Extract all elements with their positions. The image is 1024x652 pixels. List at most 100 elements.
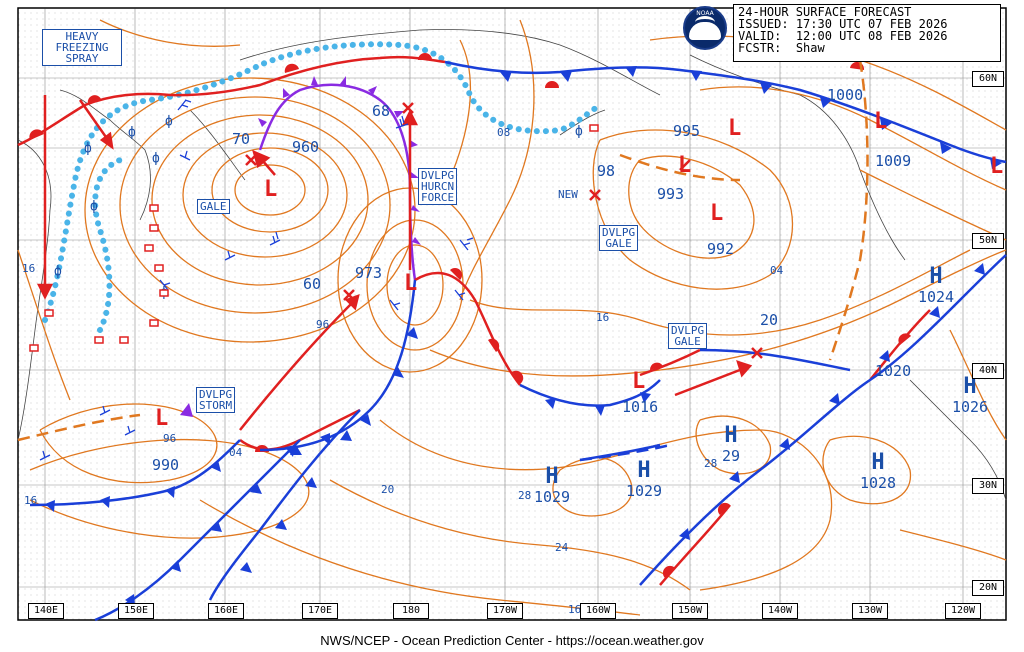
x-marker-label-98: 98 bbox=[597, 162, 616, 180]
high-letter: H bbox=[963, 374, 977, 399]
isobar-label: 16 bbox=[596, 311, 610, 324]
low-pressure-960: 960 bbox=[292, 138, 320, 156]
svg-text:L: L bbox=[990, 154, 1003, 179]
high-pressure-value: 1028 bbox=[859, 474, 897, 492]
svg-text:L: L bbox=[632, 369, 645, 394]
forecaster-label: FCSTR: bbox=[738, 41, 782, 55]
forecast-header: 24-HOUR SURFACE FORECAST ISSUED: 17:30 U… bbox=[733, 4, 1001, 62]
low-pressure-1009: 1009 bbox=[875, 152, 912, 170]
longitude-label: 170W bbox=[487, 603, 523, 619]
noaa-wave-icon bbox=[689, 22, 721, 40]
isobar-label: 28 bbox=[518, 489, 532, 502]
dvlpg-gale-gulf-box: DVLPG GALE bbox=[599, 225, 639, 251]
movement-arrows bbox=[36, 95, 753, 431]
latitude-label: 30N bbox=[972, 478, 1004, 494]
low-pressure-1016: 1016 bbox=[622, 398, 659, 416]
ice-edge bbox=[42, 41, 603, 333]
high-letter: H bbox=[724, 423, 738, 448]
high-center-1029-b: H 1029 bbox=[620, 458, 668, 501]
forecast-x-markers bbox=[245, 102, 763, 359]
isobar-label: 08 bbox=[497, 126, 511, 139]
isobar-label: 96 bbox=[163, 432, 177, 445]
latitude-label: 50N bbox=[972, 233, 1004, 249]
isobar-label: 24 bbox=[555, 541, 569, 554]
svg-text:ф: ф bbox=[128, 125, 136, 140]
cold-front-teeth bbox=[45, 66, 1002, 606]
x-marker-label-60: 60 bbox=[303, 275, 322, 293]
longitude-label: 180 bbox=[393, 603, 429, 619]
forecast-title: 24-HOUR SURFACE FORECAST bbox=[738, 5, 912, 19]
svg-text:L: L bbox=[710, 201, 723, 226]
high-center-1029-a: H 1029 bbox=[528, 464, 576, 507]
high-pressure-value: 1026 bbox=[951, 398, 989, 416]
high-center-1024: H 1024 bbox=[912, 264, 960, 307]
x-marker-label-70: 70 bbox=[232, 130, 251, 148]
high-center-1028: H 1028 bbox=[854, 450, 902, 493]
longitude-label: 160E bbox=[208, 603, 244, 619]
high-letter: H bbox=[929, 264, 943, 289]
noaa-logo-text: NOAA bbox=[696, 10, 714, 17]
low-pressure-973: 973 bbox=[355, 264, 383, 282]
longitude-label: 120W bbox=[945, 603, 981, 619]
low-pressure-1000: 1000 bbox=[827, 86, 864, 104]
heavy-freezing-spray-box: HEAVY FREEZING SPRAY bbox=[42, 29, 122, 66]
troughs bbox=[17, 59, 869, 462]
isobar-label: 20 bbox=[381, 483, 395, 496]
longitude-label: 170E bbox=[302, 603, 338, 619]
dvlpg-storm-box: DVLPG STORM bbox=[196, 387, 236, 413]
high-pressure-value: 29 bbox=[721, 447, 741, 465]
isobar-label: 16 bbox=[22, 262, 36, 275]
svg-text:ф: ф bbox=[84, 141, 92, 156]
latitude-label: 20N bbox=[972, 580, 1004, 596]
svg-text:ф: ф bbox=[165, 114, 173, 129]
svg-text:L: L bbox=[678, 153, 691, 178]
issued-time: 17:30 UTC 07 FEB 2026 bbox=[795, 17, 948, 31]
forecaster-name: Shaw bbox=[795, 41, 825, 55]
isobar-label: 16 bbox=[24, 494, 38, 507]
chart-frame bbox=[17, 7, 1007, 621]
longitude-label: 150W bbox=[672, 603, 708, 619]
high-letter: H bbox=[871, 450, 885, 475]
svg-text:ф: ф bbox=[575, 124, 583, 139]
svg-text:L: L bbox=[264, 177, 277, 202]
low-pressure-995: 995 bbox=[673, 122, 701, 140]
high-pressure-value: 1029 bbox=[533, 488, 571, 506]
longitude-label: 140W bbox=[762, 603, 798, 619]
high-letter: H bbox=[637, 458, 651, 483]
high-center-1026: H 1026 bbox=[946, 374, 994, 417]
x-marker-label-20: 20 bbox=[760, 311, 779, 329]
longitude-label: 140E bbox=[28, 603, 64, 619]
high-prefix-28: 28 bbox=[704, 457, 718, 470]
latitude-label: 60N bbox=[972, 71, 1004, 87]
isobar-label: 96 bbox=[316, 318, 330, 331]
dvlpg-gale-central-box: DVLPG GALE bbox=[668, 323, 708, 349]
svg-text:L: L bbox=[404, 271, 417, 296]
isobar-label: 04 bbox=[229, 446, 243, 459]
gale-west-box: GALE bbox=[197, 199, 230, 214]
svg-text:L: L bbox=[155, 406, 168, 431]
svg-text:ф: ф bbox=[54, 264, 62, 279]
new-marker-label: NEW bbox=[558, 188, 578, 201]
isobar-label: 16 bbox=[568, 603, 582, 616]
longitude-label: 130W bbox=[852, 603, 888, 619]
issued-label: ISSUED: bbox=[738, 17, 789, 31]
longitude-label: 160W bbox=[580, 603, 616, 619]
high-pressure-1020: 1020 bbox=[875, 362, 912, 380]
low-pressure-992: 992 bbox=[707, 240, 735, 258]
surface-analysis-chart: L L L L L L L L L ф ф ф ф ф ф ф ф bbox=[17, 7, 1007, 622]
longitude-label: 150E bbox=[118, 603, 154, 619]
ice-accretion-symbols bbox=[29, 124, 599, 352]
svg-text:L: L bbox=[874, 109, 887, 134]
noaa-bird-icon bbox=[695, 16, 715, 29]
low-center-symbols: L L L L L L L L L bbox=[155, 109, 1003, 431]
footer-credit: NWS/NCEP - Ocean Prediction Center - htt… bbox=[320, 633, 704, 648]
high-letter: H bbox=[545, 464, 559, 489]
wind-barbs bbox=[39, 99, 474, 461]
svg-text:ф: ф bbox=[90, 199, 98, 214]
svg-text:L: L bbox=[728, 116, 741, 141]
svg-text:ф: ф bbox=[152, 151, 160, 166]
dvlpg-hurcn-force-box: DVLPG HURCN FORCE bbox=[418, 168, 458, 205]
valid-label: VALID: bbox=[738, 29, 782, 43]
low-pressure-990: 990 bbox=[152, 456, 180, 474]
latitude-label: 40N bbox=[972, 363, 1004, 379]
